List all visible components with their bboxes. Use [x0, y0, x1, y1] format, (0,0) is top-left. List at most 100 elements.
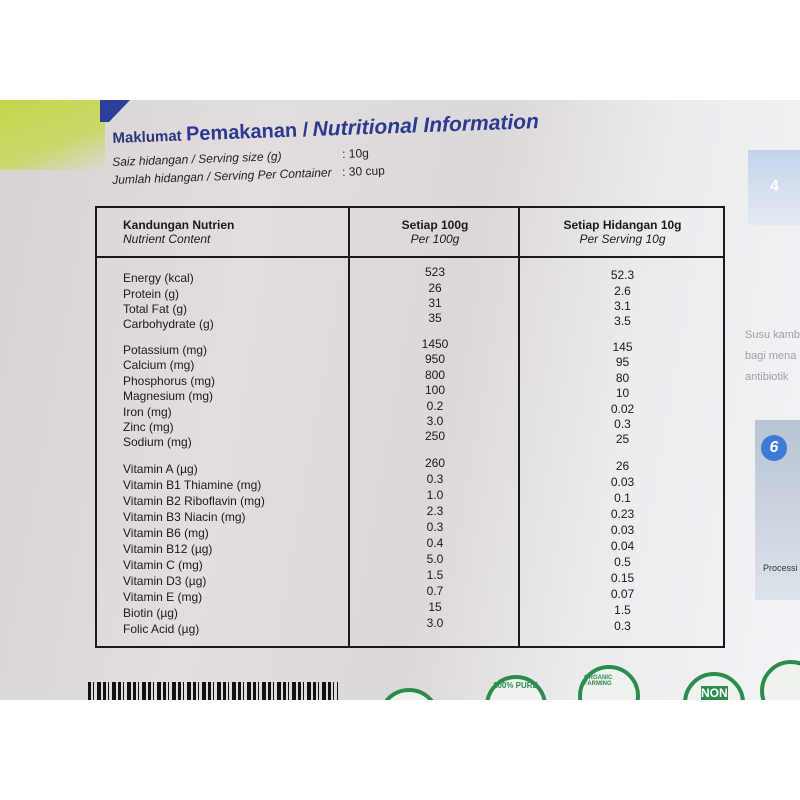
table-row: Biotin (µg) 15 1.5	[97, 600, 723, 620]
nutrient-name: Calcium (mg)	[123, 358, 195, 372]
side-text-line: bagi mena	[745, 350, 797, 362]
header-nutrient: Kandungan Nutrien Nutrient Content	[123, 218, 234, 246]
value-per-serving: 0.1	[614, 491, 631, 505]
table-row: Vitamin B2 Riboflavin (mg) 1.0 0.1	[97, 488, 723, 508]
header-nutrient-malay: Kandungan Nutrien	[123, 218, 235, 232]
serving-size-value: : 10g	[341, 146, 370, 161]
value-per-100g: 35	[428, 311, 442, 325]
nutrient-name: Vitamin B1 Thiamine (mg)	[123, 478, 262, 492]
halal-seal-icon	[378, 688, 440, 700]
value-per-serving: 25	[615, 432, 630, 446]
table-row: Vitamin B6 (mg) 0.3 0.03	[97, 520, 723, 540]
value-per-serving: 10	[615, 386, 630, 400]
step-4-number: 4	[770, 178, 779, 195]
table-row: Protein (g) 26 2.6	[97, 281, 723, 301]
value-per-100g: 100	[424, 383, 446, 397]
header-per-100g: Setiap 100g Per 100g	[350, 218, 520, 246]
header-nutrient-english: Nutrient Content	[123, 232, 211, 246]
value-per-100g: 15	[428, 600, 442, 614]
step-6-caption: Processi	[763, 563, 798, 573]
value-per-100g: 523	[424, 265, 446, 279]
value-per-100g: 0.3	[426, 472, 444, 486]
value-per-100g: 0.2	[426, 399, 444, 413]
table-row: Vitamin C (mg) 5.0 0.5	[97, 552, 723, 572]
header-per-serving: Setiap Hidangan 10g Per Serving 10g	[520, 218, 725, 246]
step-6-card: 6 Processi	[755, 420, 800, 600]
table-row: Magnesium (mg) 100 10	[97, 383, 723, 403]
seal-text: NON	[701, 686, 728, 700]
table-row: Vitamin B1 Thiamine (mg) 0.3 0.03	[97, 472, 723, 492]
header-per-serving-english: Per Serving 10g	[579, 232, 666, 246]
value-per-100g: 250	[424, 429, 446, 443]
value-per-100g: 5.0	[426, 552, 444, 566]
nutrient-name: Sodium (mg)	[123, 435, 192, 449]
value-per-100g: 31	[428, 296, 442, 310]
table-row: Carbohydrate (g) 35 3.5	[97, 311, 723, 331]
value-per-serving: 3.5	[614, 314, 631, 328]
nutrient-name: Protein (g)	[123, 287, 180, 301]
non-gmo-seal-icon: NON	[683, 672, 745, 700]
value-per-serving: 0.5	[614, 555, 631, 569]
value-per-100g: 3.0	[426, 616, 444, 630]
nutrient-name: Vitamin E (mg)	[123, 590, 203, 604]
table-row: Potassium (mg) 1450 145	[97, 337, 723, 357]
servings-per-container-row: Jumlah hidangan / Serving Per Container …	[112, 163, 385, 187]
header-per-100g-malay: Setiap 100g	[401, 218, 469, 232]
barcode	[88, 682, 338, 700]
table-row: Energy (kcal) 523 52.3	[97, 265, 723, 285]
value-per-serving: 1.5	[614, 603, 631, 617]
servings-per-container-label: Jumlah hidangan / Serving Per Container	[112, 165, 332, 187]
nutrient-name: Vitamin D3 (µg)	[123, 574, 207, 588]
nutrient-name: Biotin (µg)	[123, 606, 178, 620]
value-per-100g: 3.0	[426, 414, 444, 428]
value-per-100g: 260	[424, 456, 446, 470]
nutrient-name: Vitamin B3 Niacin (mg)	[123, 510, 246, 524]
value-per-serving: 52.3	[610, 268, 635, 282]
servings-per-container-value: : 30 cup	[341, 163, 386, 179]
title-malay-2: Pemakanan /	[185, 119, 309, 146]
header-per-serving-malay: Setiap Hidangan 10g	[563, 218, 682, 232]
value-per-100g: 950	[424, 352, 446, 366]
nutrient-name: Magnesium (mg)	[123, 389, 214, 403]
seal-text: ORGANIC FARMING	[584, 675, 613, 687]
nutrient-name: Energy (kcal)	[123, 271, 194, 285]
nutrient-name: Vitamin A (µg)	[123, 462, 198, 476]
value-per-serving: 0.3	[614, 417, 631, 431]
value-per-100g: 1.0	[426, 488, 444, 502]
table-row: Zinc (mg) 3.0 0.3	[97, 414, 723, 434]
value-per-100g: 0.7	[426, 584, 444, 598]
value-per-serving: 3.1	[614, 299, 631, 313]
value-per-100g: 800	[424, 368, 446, 382]
table-row: Vitamin A (µg) 260 26	[97, 456, 723, 476]
organic-farming-seal-icon: ORGANIC FARMING	[578, 665, 640, 700]
serving-size-row: Saiz hidangan / Serving size (g) : 10g	[112, 146, 369, 169]
value-per-serving: 145	[612, 340, 633, 354]
product-package-photo: Maklumat Pemakanan / Nutritional Informa…	[0, 100, 800, 700]
title-malay-1: Maklumat	[112, 127, 182, 147]
nutrient-name: Potassium (mg)	[123, 343, 208, 357]
value-per-serving: 0.07	[610, 587, 635, 601]
value-per-100g: 26	[428, 281, 442, 295]
value-per-100g: 0.3	[426, 520, 444, 534]
side-description: Susu kamb bagi mena antibiotik	[745, 325, 800, 388]
value-per-serving: 0.23	[610, 507, 635, 521]
table-row: Folic Acid (µg) 3.0 0.3	[97, 616, 723, 636]
table-row: Phosphorus (mg) 800 80	[97, 368, 723, 388]
nutrition-title: Maklumat Pemakanan / Nutritional Informa…	[112, 110, 539, 149]
pure-seal-icon: 100% PURE	[485, 675, 547, 700]
nutrient-name: Vitamin C (mg)	[123, 558, 203, 572]
header-per-100g-english: Per 100g	[410, 232, 460, 246]
side-text-line: antibiotik	[745, 371, 789, 383]
seal-text: 100% PURE	[493, 681, 538, 690]
value-per-serving: 0.04	[610, 539, 635, 553]
table-row: Vitamin D3 (µg) 1.5 0.15	[97, 568, 723, 588]
table-row: Iron (mg) 0.2 0.02	[97, 399, 723, 419]
value-per-serving: 0.02	[610, 402, 635, 416]
value-per-serving: 80	[615, 371, 630, 385]
value-per-serving: 0.03	[610, 475, 635, 489]
nutrient-name: Total Fat (g)	[123, 302, 188, 316]
nutrition-table: Kandungan Nutrien Nutrient Content Setia…	[95, 206, 725, 648]
value-per-serving: 26	[615, 459, 630, 473]
package-green-strip	[0, 100, 105, 170]
value-per-100g: 2.3	[426, 504, 444, 518]
